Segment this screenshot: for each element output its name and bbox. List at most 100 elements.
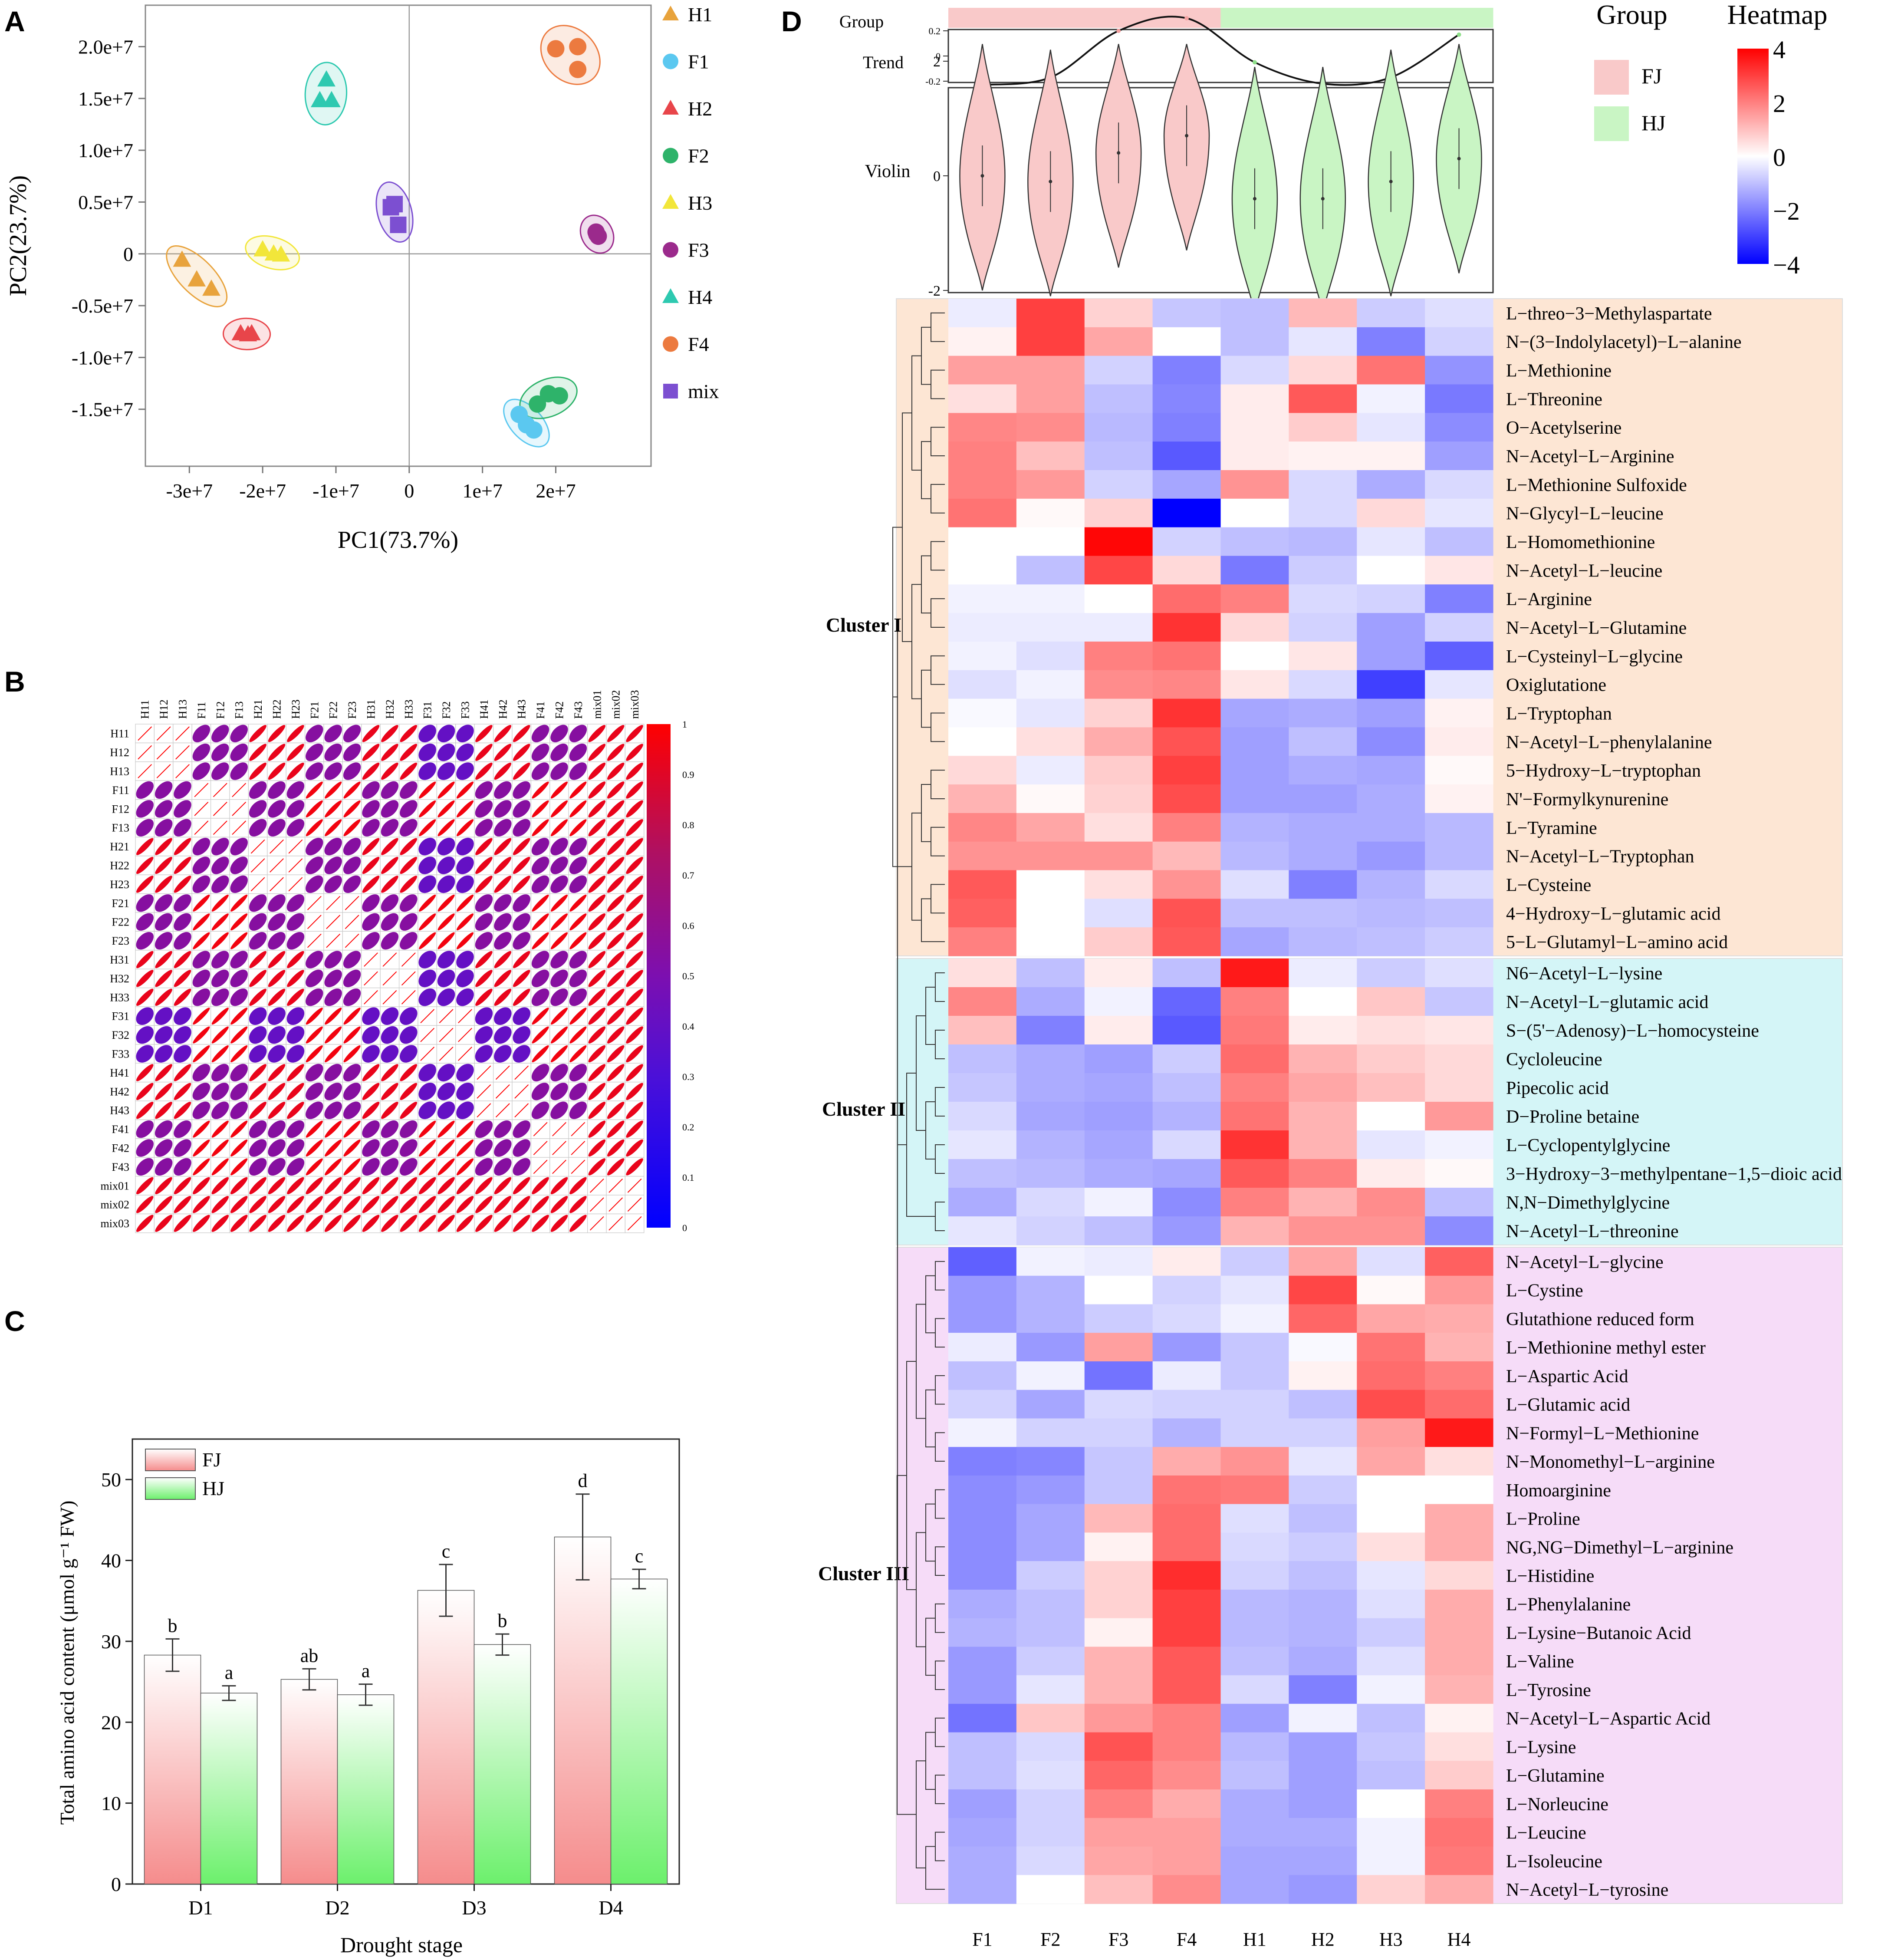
corr-col-label: F32 xyxy=(440,702,453,719)
corr-mark xyxy=(418,1101,437,1120)
corr-mark xyxy=(287,1101,304,1119)
corr-mark xyxy=(155,800,173,818)
cluster-label: Cluster III xyxy=(818,1562,909,1584)
heatmap-cell xyxy=(1084,1761,1153,1790)
corr-mark xyxy=(211,1083,229,1100)
corr-mark xyxy=(362,1139,380,1157)
heatmap-cell xyxy=(1152,641,1221,671)
heatmap-cell xyxy=(1289,784,1357,814)
heatmap-cell xyxy=(1152,784,1221,814)
corr-mark xyxy=(381,819,399,837)
corr-mark xyxy=(607,744,625,761)
heatmap-cell xyxy=(1220,1761,1289,1790)
heatmap-cell xyxy=(948,727,1017,756)
corr-mark xyxy=(588,1101,606,1119)
heatmap-cell xyxy=(1425,1504,1493,1533)
pca-x-ticks: -3e+7 -2e+7 -1e+7 0 1e+7 2e+7 xyxy=(166,466,576,502)
heatmap-cell xyxy=(1152,327,1221,356)
legend-group-hj-swatch xyxy=(1594,106,1629,141)
heatmap-cell xyxy=(1220,1703,1289,1733)
heatmap-cell xyxy=(1357,1732,1425,1761)
corr-mark xyxy=(437,743,455,761)
corr-mark xyxy=(306,856,323,874)
heatmap-cell xyxy=(1016,413,1085,442)
corr-mark xyxy=(345,915,359,929)
heatmap-cell xyxy=(1289,1016,1357,1045)
trend-point xyxy=(1252,60,1257,65)
bar-hj-d2 xyxy=(337,1694,395,1884)
corr-mark xyxy=(192,762,210,780)
corr-mark xyxy=(607,1101,625,1119)
heatmap-cell xyxy=(1425,441,1493,471)
heatmap-cell xyxy=(1357,1447,1425,1476)
corr-mark xyxy=(400,1196,418,1213)
heatmap-cell xyxy=(1289,470,1357,499)
heatmap-cell xyxy=(1357,670,1425,699)
corr-mark xyxy=(211,932,229,949)
corr-mark xyxy=(475,819,493,837)
heatmap-cell xyxy=(1016,527,1085,557)
corr-mark xyxy=(211,1177,229,1195)
corr-mark xyxy=(268,800,286,818)
heatmap-cell xyxy=(1425,784,1493,814)
heatmap-cell xyxy=(1152,670,1221,699)
corr-mark xyxy=(513,988,530,1006)
corr-mark xyxy=(569,988,587,1006)
corr-mark xyxy=(513,762,530,780)
pca-y-ticks: 2.0e+7 1.5e+7 1.0e+7 0.5e+7 0 -0.5e+7 -1.0e+7 -… xyxy=(72,36,145,421)
corr-mark xyxy=(437,1139,455,1157)
corr-mark xyxy=(249,1177,266,1195)
corr-mark xyxy=(193,913,210,931)
heatmap-cell xyxy=(948,1044,1017,1074)
corr-mark xyxy=(307,896,322,910)
corr-mark xyxy=(381,1083,398,1100)
heatmap-cell xyxy=(1016,356,1085,385)
heatmap-cell xyxy=(1016,959,1085,988)
corr-mark xyxy=(249,1007,267,1025)
bar-y-axis-label: Total amino acid content (μmol g⁻¹ FW) xyxy=(56,1501,78,1825)
corr-mark xyxy=(249,988,266,1006)
corr-mark xyxy=(232,783,247,797)
corr-mark xyxy=(286,1026,305,1044)
corr-mark xyxy=(381,1007,399,1025)
corr-mark xyxy=(343,969,361,988)
corr-mark xyxy=(230,1101,248,1119)
heatmap-cell xyxy=(1220,784,1289,814)
corr-mark xyxy=(211,1026,229,1044)
corr-mark xyxy=(288,877,303,892)
corr-mark xyxy=(230,951,248,968)
corr-mark xyxy=(588,1158,606,1176)
corr-mark xyxy=(400,876,418,893)
corr-mark xyxy=(286,819,305,837)
heatmap-cell xyxy=(948,1102,1017,1131)
corr-mark xyxy=(439,1009,454,1024)
point-h3 xyxy=(253,240,272,257)
trend-point xyxy=(1457,32,1461,37)
heatmap-cell xyxy=(1152,1618,1221,1647)
pca-x-tick-label: -3e+7 xyxy=(166,480,213,502)
heatmap-cell xyxy=(1357,1561,1425,1590)
heatmap-cell xyxy=(1016,1618,1085,1647)
heatmap-cell xyxy=(1084,356,1153,385)
heatmap-cell xyxy=(1289,584,1357,613)
heatmap-cell xyxy=(1357,1703,1425,1733)
heatmap-cell xyxy=(1425,1561,1493,1590)
corr-mark xyxy=(211,1215,229,1232)
heatmap-cell xyxy=(948,813,1017,842)
corr-mark xyxy=(475,762,493,780)
heatmap-row-label: L−Methionine xyxy=(1506,361,1612,381)
heatmap-cell xyxy=(1357,1818,1425,1847)
corr-mark xyxy=(193,894,210,912)
corr-mark xyxy=(136,819,154,837)
heatmap-cell xyxy=(1289,1504,1357,1533)
corr-mark xyxy=(626,856,643,874)
heatmap-cell xyxy=(1084,327,1153,356)
heatmap-row-label: L−Methionine Sulfoxide xyxy=(1506,475,1687,495)
heatmap-cell xyxy=(1016,641,1085,671)
corr-mark xyxy=(456,762,474,780)
corr-mark xyxy=(475,781,493,799)
violin-axis-ticks: 20-2 xyxy=(928,54,948,299)
corr-mark xyxy=(194,820,209,835)
legend-label-f1: F1 xyxy=(688,51,709,73)
corr-row-label: H41 xyxy=(110,1067,129,1079)
